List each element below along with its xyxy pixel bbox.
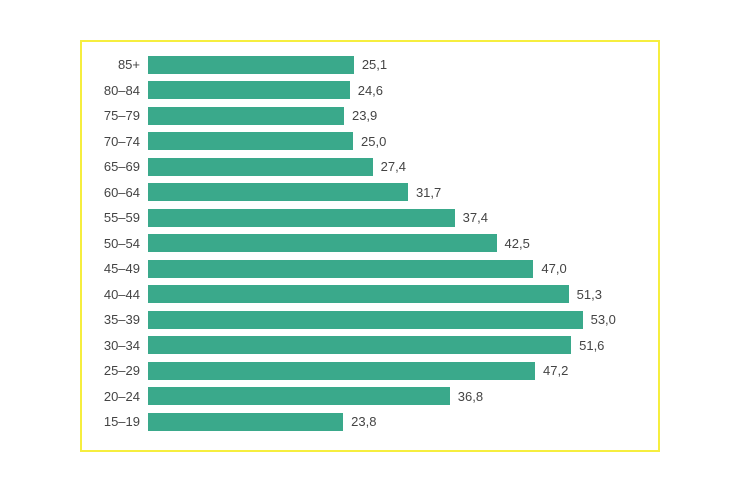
bar-track: 42,5 <box>148 234 640 252</box>
bar-row: 85+ 25,1 <box>92 52 640 78</box>
bar <box>148 336 571 354</box>
category-label: 25–29 <box>92 363 148 378</box>
bar-track: 25,0 <box>148 132 640 150</box>
bar-track: 47,0 <box>148 260 640 278</box>
bar-track: 31,7 <box>148 183 640 201</box>
bar <box>148 387 450 405</box>
bar-row: 20–24 36,8 <box>92 384 640 410</box>
category-label: 30–34 <box>92 338 148 353</box>
bar-track: 27,4 <box>148 158 640 176</box>
bar <box>148 132 353 150</box>
value-label: 24,6 <box>350 83 383 98</box>
category-label: 45–49 <box>92 261 148 276</box>
value-label: 51,3 <box>569 287 602 302</box>
bar-row: 35–39 53,0 <box>92 307 640 333</box>
value-label: 47,2 <box>535 363 568 378</box>
category-label: 75–79 <box>92 108 148 123</box>
bar-row: 65–69 27,4 <box>92 154 640 180</box>
bar-row: 60–64 31,7 <box>92 180 640 206</box>
bar-row: 70–74 25,0 <box>92 129 640 155</box>
category-label: 80–84 <box>92 83 148 98</box>
value-label: 25,1 <box>354 57 387 72</box>
bar-track: 36,8 <box>148 387 640 405</box>
value-label: 23,8 <box>343 414 376 429</box>
bar-track: 25,1 <box>148 56 640 74</box>
value-label: 42,5 <box>497 236 530 251</box>
bar <box>148 107 344 125</box>
category-label: 35–39 <box>92 312 148 327</box>
bar <box>148 183 408 201</box>
category-label: 60–64 <box>92 185 148 200</box>
category-label: 65–69 <box>92 159 148 174</box>
bar <box>148 56 354 74</box>
value-label: 25,0 <box>353 134 386 149</box>
value-label: 53,0 <box>583 312 616 327</box>
bar-row: 45–49 47,0 <box>92 256 640 282</box>
bar-row: 80–84 24,6 <box>92 78 640 104</box>
bar <box>148 158 373 176</box>
category-label: 55–59 <box>92 210 148 225</box>
value-label: 47,0 <box>533 261 566 276</box>
bar <box>148 209 455 227</box>
category-label: 20–24 <box>92 389 148 404</box>
bar-track: 51,6 <box>148 336 640 354</box>
bar <box>148 285 569 303</box>
bar-row: 40–44 51,3 <box>92 282 640 308</box>
category-label: 70–74 <box>92 134 148 149</box>
bar <box>148 413 343 431</box>
bar-track: 47,2 <box>148 362 640 380</box>
bar <box>148 234 497 252</box>
category-label: 50–54 <box>92 236 148 251</box>
bar-track: 24,6 <box>148 81 640 99</box>
bar <box>148 362 535 380</box>
value-label: 31,7 <box>408 185 441 200</box>
bar-row: 75–79 23,9 <box>92 103 640 129</box>
bar <box>148 260 533 278</box>
bar-track: 23,8 <box>148 413 640 431</box>
bar-row: 55–59 37,4 <box>92 205 640 231</box>
value-label: 27,4 <box>373 159 406 174</box>
bar <box>148 311 583 329</box>
age-distribution-bar-chart: 85+ 25,1 80–84 24,6 75–79 23,9 70–74 25,0 65–69 2… <box>80 40 660 452</box>
bar-row: 15–19 23,8 <box>92 409 640 435</box>
bar-track: 53,0 <box>148 311 640 329</box>
bar-track: 23,9 <box>148 107 640 125</box>
value-label: 23,9 <box>344 108 377 123</box>
category-label: 40–44 <box>92 287 148 302</box>
value-label: 36,8 <box>450 389 483 404</box>
bar-row: 25–29 47,2 <box>92 358 640 384</box>
category-label: 85+ <box>92 57 148 72</box>
bar-track: 37,4 <box>148 209 640 227</box>
bar-row: 50–54 42,5 <box>92 231 640 257</box>
value-label: 37,4 <box>455 210 488 225</box>
value-label: 51,6 <box>571 338 604 353</box>
bar <box>148 81 350 99</box>
bar-track: 51,3 <box>148 285 640 303</box>
category-label: 15–19 <box>92 414 148 429</box>
bar-row: 30–34 51,6 <box>92 333 640 359</box>
